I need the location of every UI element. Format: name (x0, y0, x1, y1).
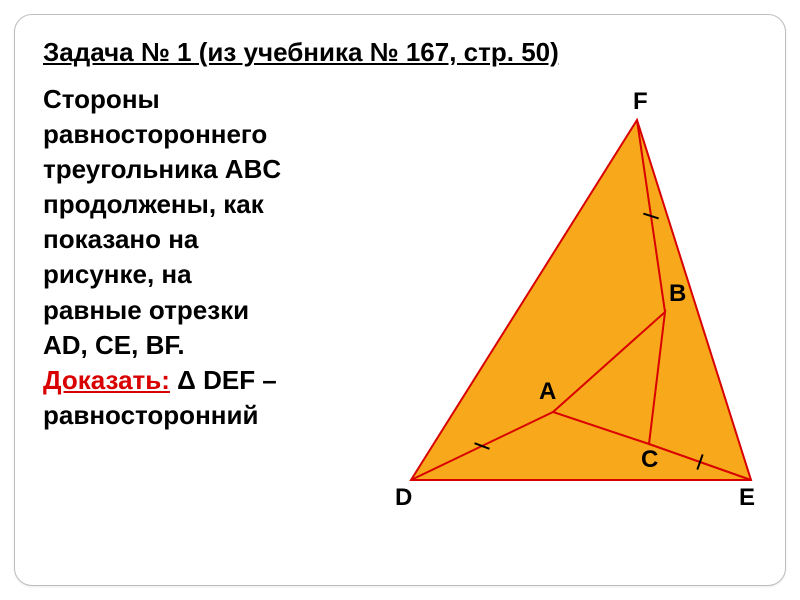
pt-l10: равносторонний (43, 400, 258, 430)
vertex-label-F: F (633, 88, 648, 116)
pt-l5: показано на (43, 224, 198, 254)
pt-l6: рисунке, на (43, 259, 192, 289)
geometry-svg (391, 82, 771, 512)
vertex-label-E: E (739, 484, 755, 512)
vertex-label-C: C (641, 446, 658, 474)
pt-l8: AD, CE, BF. (43, 330, 185, 360)
diagram: DEFABC (391, 82, 757, 502)
problem-text: Стороны равностороннего треугольника ABC… (43, 82, 383, 433)
prove-label: Доказать: (43, 365, 170, 395)
vertex-label-D: D (395, 484, 412, 512)
vertex-label-B: B (669, 280, 686, 308)
pt-l4: продолжены, как (43, 189, 264, 219)
prove-rest: Δ DEF – (170, 365, 277, 395)
pt-l3: треугольника ABC (43, 154, 281, 184)
problem-title: Задача № 1 (из учебника № 167, стр. 50) (43, 37, 757, 68)
pt-l2: равностороннего (43, 119, 267, 149)
vertex-label-A: A (539, 378, 556, 406)
body-row: Стороны равностороннего треугольника ABC… (43, 82, 757, 502)
problem-card: Задача № 1 (из учебника № 167, стр. 50) … (14, 14, 786, 586)
pt-l1: Стороны (43, 84, 160, 114)
pt-l7: равные отрезки (43, 295, 249, 325)
